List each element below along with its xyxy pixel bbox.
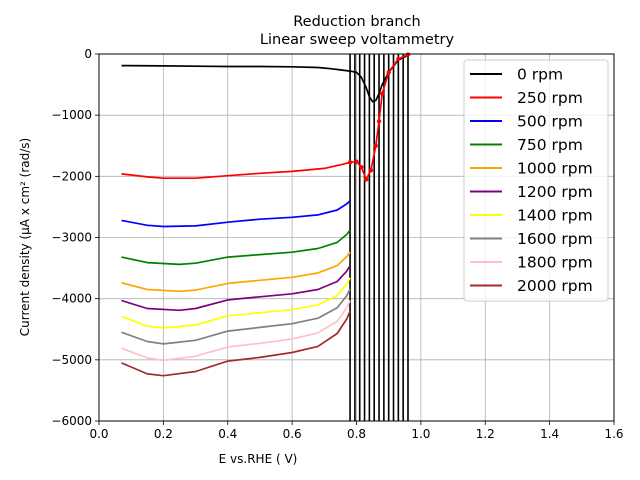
- series-marker-point: [405, 52, 411, 57]
- y-tick-label: −2000: [51, 169, 92, 183]
- legend: 0 rpm 250 rpm 500 rpm 750 rpm 1000 rpm 1200 r…: [463, 59, 609, 302]
- y-tick-label: −6000: [51, 414, 92, 428]
- series-line-2000-rpm: [121, 310, 351, 377]
- y-tick-label: −5000: [51, 353, 92, 367]
- series-marker-point: [380, 91, 385, 96]
- series-marker-point: [373, 143, 379, 148]
- series-line-1800-rpm: [121, 300, 351, 362]
- legend-label: 2000 rpm: [517, 277, 593, 295]
- series-line-500-rpm: [121, 200, 351, 228]
- series-marker-point: [386, 70, 391, 75]
- legend-label: 1600 rpm: [517, 230, 593, 248]
- x-tick-label: 0.0: [89, 427, 108, 441]
- x-tick-label: 1.6: [604, 427, 623, 441]
- x-tick-label: 1.2: [476, 427, 495, 441]
- x-tick-label: 1.4: [540, 427, 559, 441]
- x-tick-label: 1.0: [411, 427, 430, 441]
- x-tick-label: 0.8: [347, 427, 366, 441]
- chart-title: Reduction branch: [293, 14, 421, 30]
- chart-subtitle: Linear sweep voltammetry: [260, 32, 455, 48]
- series-marker-point: [396, 56, 401, 62]
- x-tick-label: 0.4: [218, 427, 237, 441]
- y-tick-label: −1000: [51, 108, 92, 122]
- series-marker-point: [376, 119, 382, 124]
- y-axis-ticks: 0 −1000 −2000 −3000 −4000 −5000 −6000: [51, 47, 99, 428]
- x-tick-label: 0.2: [154, 427, 173, 441]
- series-marker-point: [368, 168, 374, 173]
- y-tick-label: 0: [84, 47, 92, 61]
- x-axis-ticks: 0.0 0.2 0.4 0.6 0.8 1.0 1.2 1.4 1.6: [89, 421, 624, 441]
- series-marker-point: [354, 159, 359, 164]
- legend-label: 250 rpm: [517, 89, 583, 107]
- series-line-750-rpm: [121, 229, 351, 266]
- series-line-1200-rpm: [121, 265, 351, 312]
- legend-label: 1400 rpm: [517, 207, 593, 225]
- series-line-1600-rpm: [121, 288, 351, 345]
- legend-label: 750 rpm: [517, 136, 583, 154]
- series-line-250-rpm: [121, 53, 409, 181]
- x-tick-label: 0.6: [283, 427, 302, 441]
- series-marker-point: [347, 160, 353, 165]
- series-line-0-rpm: [121, 54, 409, 103]
- y-tick-label: −4000: [51, 292, 92, 306]
- legend-label: 500 rpm: [517, 113, 583, 131]
- series-marker-point: [363, 177, 369, 182]
- series-line-1000-rpm: [121, 251, 351, 293]
- legend-label: 1200 rpm: [517, 183, 593, 201]
- x-axis-label: E vs.RHE ( V): [219, 452, 298, 466]
- legend-label: 1800 rpm: [517, 254, 593, 272]
- series-line-1400-rpm: [121, 277, 351, 329]
- series-marker-point: [359, 164, 364, 170]
- vertical-lines: [349, 54, 409, 421]
- y-axis-label: Current density (µA x cm² (rad/s): [18, 138, 32, 336]
- legend-label: 0 rpm: [517, 66, 563, 84]
- series-layer: [121, 52, 411, 377]
- y-tick-label: −3000: [51, 231, 92, 245]
- legend-label: 1000 rpm: [517, 160, 593, 178]
- legend-items: 0 rpm 250 rpm 500 rpm 750 rpm 1000 rpm 1200 r…: [470, 66, 593, 295]
